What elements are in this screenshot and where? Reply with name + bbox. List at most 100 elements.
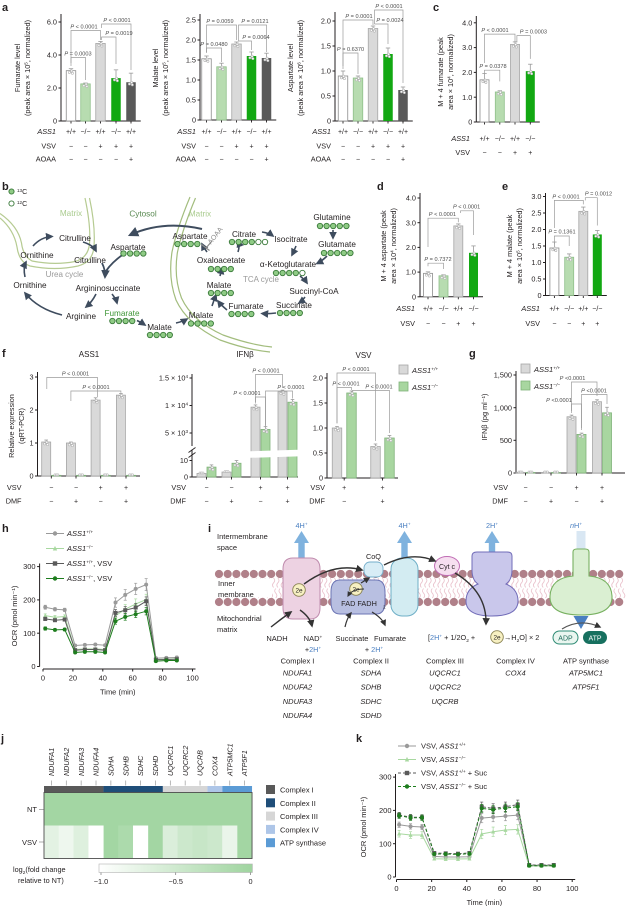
svg-text:−: −	[258, 499, 262, 506]
svg-text:20: 20	[69, 674, 77, 683]
svg-text:Ornithine: Ornithine	[20, 251, 54, 260]
svg-text:−: −	[574, 499, 578, 506]
svg-text:NDUFA4: NDUFA4	[283, 711, 312, 720]
svg-text:+/+: +/+	[479, 136, 489, 143]
svg-text:+: +	[234, 144, 238, 151]
svg-text:P < 0.0001: P < 0.0001	[375, 4, 402, 10]
svg-text:−0.5: −0.5	[168, 877, 182, 886]
svg-text:−: −	[219, 157, 223, 164]
svg-text:+: +	[581, 321, 585, 328]
svg-text:1.5: 1.5	[186, 56, 196, 65]
svg-text:membrane: membrane	[218, 590, 254, 599]
svg-text:1: 1	[29, 439, 33, 448]
svg-text:4.0: 4.0	[406, 194, 416, 203]
svg-text:d: d	[377, 181, 384, 193]
svg-text:0: 0	[319, 474, 323, 483]
svg-text:ASS1: ASS1	[520, 304, 540, 313]
svg-text:Aspartate: Aspartate	[172, 232, 207, 241]
svg-text:−: −	[83, 144, 87, 151]
svg-text:80: 80	[158, 674, 166, 683]
svg-text:Citrate: Citrate	[232, 230, 257, 239]
svg-text:NDUFA3: NDUFA3	[283, 697, 313, 706]
svg-text:P = 0.7372: P = 0.7372	[424, 257, 451, 263]
svg-text:−: −	[498, 150, 502, 157]
svg-text:3: 3	[29, 373, 33, 382]
svg-text:ASS1: ASS1	[176, 127, 196, 136]
svg-text:NADH: NADH	[266, 634, 287, 643]
svg-text:300: 300	[23, 562, 36, 571]
svg-text:Fumarate: Fumarate	[104, 309, 139, 318]
svg-text:P <0.0001: P <0.0001	[581, 389, 607, 395]
svg-text:−: −	[49, 499, 53, 506]
svg-text:−: −	[341, 144, 345, 151]
svg-text:VSV: VSV	[525, 319, 540, 328]
svg-text:Succinyl-CoA: Succinyl-CoA	[289, 287, 339, 296]
svg-text:2.0: 2.0	[321, 17, 331, 26]
svg-text:2.0: 2.0	[186, 36, 196, 45]
svg-text:NDUFA1: NDUFA1	[283, 669, 312, 678]
svg-text:UQCRB: UQCRB	[196, 750, 205, 776]
svg-text:6.0: 6.0	[47, 18, 57, 27]
svg-text:80: 80	[533, 884, 541, 893]
svg-text:20: 20	[427, 884, 435, 893]
svg-text:0: 0	[394, 884, 398, 893]
svg-text:NT: NT	[27, 805, 37, 814]
svg-text:Fumarate level: Fumarate level	[13, 43, 22, 92]
svg-text:+/+: +/+	[95, 129, 105, 136]
svg-text:−: −	[234, 157, 238, 164]
svg-text:0.5: 0.5	[321, 92, 331, 101]
svg-text:+: +	[99, 485, 103, 492]
svg-text:SDHA: SDHA	[361, 669, 382, 678]
svg-text:−: −	[386, 157, 390, 164]
svg-text:−: −	[69, 157, 73, 164]
svg-text:VSV: VSV	[7, 483, 22, 492]
svg-text:P <0.0001: P <0.0001	[546, 398, 572, 404]
svg-text:NDUFA3: NDUFA3	[77, 748, 86, 776]
svg-text:0: 0	[29, 472, 33, 481]
svg-text:SDHD: SDHD	[151, 756, 160, 776]
svg-text:2.0: 2.0	[47, 84, 57, 93]
svg-text:IFNβ (pg ml⁻¹): IFNβ (pg ml⁻¹)	[480, 394, 489, 441]
svg-text:NAD+: NAD+	[304, 634, 323, 643]
svg-text:+: +	[285, 485, 289, 492]
svg-text:1.0: 1.0	[531, 258, 541, 267]
svg-text:2: 2	[29, 406, 33, 415]
svg-text:+: +	[129, 144, 133, 151]
svg-text:UQCRC1: UQCRC1	[429, 669, 461, 678]
svg-text:+ 2H+: + 2H+	[365, 645, 384, 654]
svg-text:60: 60	[129, 674, 137, 683]
svg-text:VSV: VSV	[355, 351, 372, 360]
svg-text:Malate: Malate	[189, 311, 214, 320]
svg-text:ATP synthase: ATP synthase	[280, 839, 326, 848]
svg-text:0: 0	[41, 674, 45, 683]
svg-text:+: +	[114, 144, 118, 151]
svg-text:IFNβ: IFNβ	[236, 350, 254, 359]
svg-text:DMF: DMF	[170, 497, 186, 506]
svg-text:Glutamate: Glutamate	[318, 240, 356, 249]
svg-text:−/−: −/−	[525, 136, 535, 143]
svg-text:+: +	[401, 144, 405, 151]
svg-text:Time (min): Time (min)	[100, 688, 136, 697]
svg-text:+/+: +/+	[126, 129, 136, 136]
svg-text:+/+: +/+	[398, 129, 408, 136]
svg-text:−/−: −/−	[592, 306, 602, 313]
svg-text:+: +	[386, 144, 390, 151]
svg-text:0: 0	[412, 292, 416, 301]
svg-text:j: j	[0, 733, 4, 745]
svg-text:[2H+ + 1/2O2 +: [2H+ + 1/2O2 +	[428, 633, 475, 644]
svg-text:ATP synthase: ATP synthase	[563, 657, 609, 666]
svg-text:Fumarate: Fumarate	[374, 634, 406, 643]
svg-text:(peak area × 106, normalized): (peak area × 106, normalized)	[296, 20, 305, 116]
svg-text:SDHD: SDHD	[360, 711, 382, 720]
svg-text:→H2O] × 2: →H2O] × 2	[504, 633, 539, 644]
svg-text:−: −	[482, 150, 486, 157]
svg-text:i: i	[208, 523, 211, 535]
svg-text:M + 4 malate (peak: M + 4 malate (peak	[505, 214, 514, 277]
svg-text:100: 100	[566, 884, 579, 893]
svg-text:ATP5MC1: ATP5MC1	[568, 669, 603, 678]
svg-text:(qRT-PCR): (qRT-PCR)	[17, 408, 26, 444]
svg-text:−: −	[98, 157, 102, 164]
svg-text:0.5: 0.5	[531, 275, 541, 284]
svg-text:10: 10	[180, 456, 188, 465]
svg-text:UQCRC2: UQCRC2	[429, 683, 461, 692]
